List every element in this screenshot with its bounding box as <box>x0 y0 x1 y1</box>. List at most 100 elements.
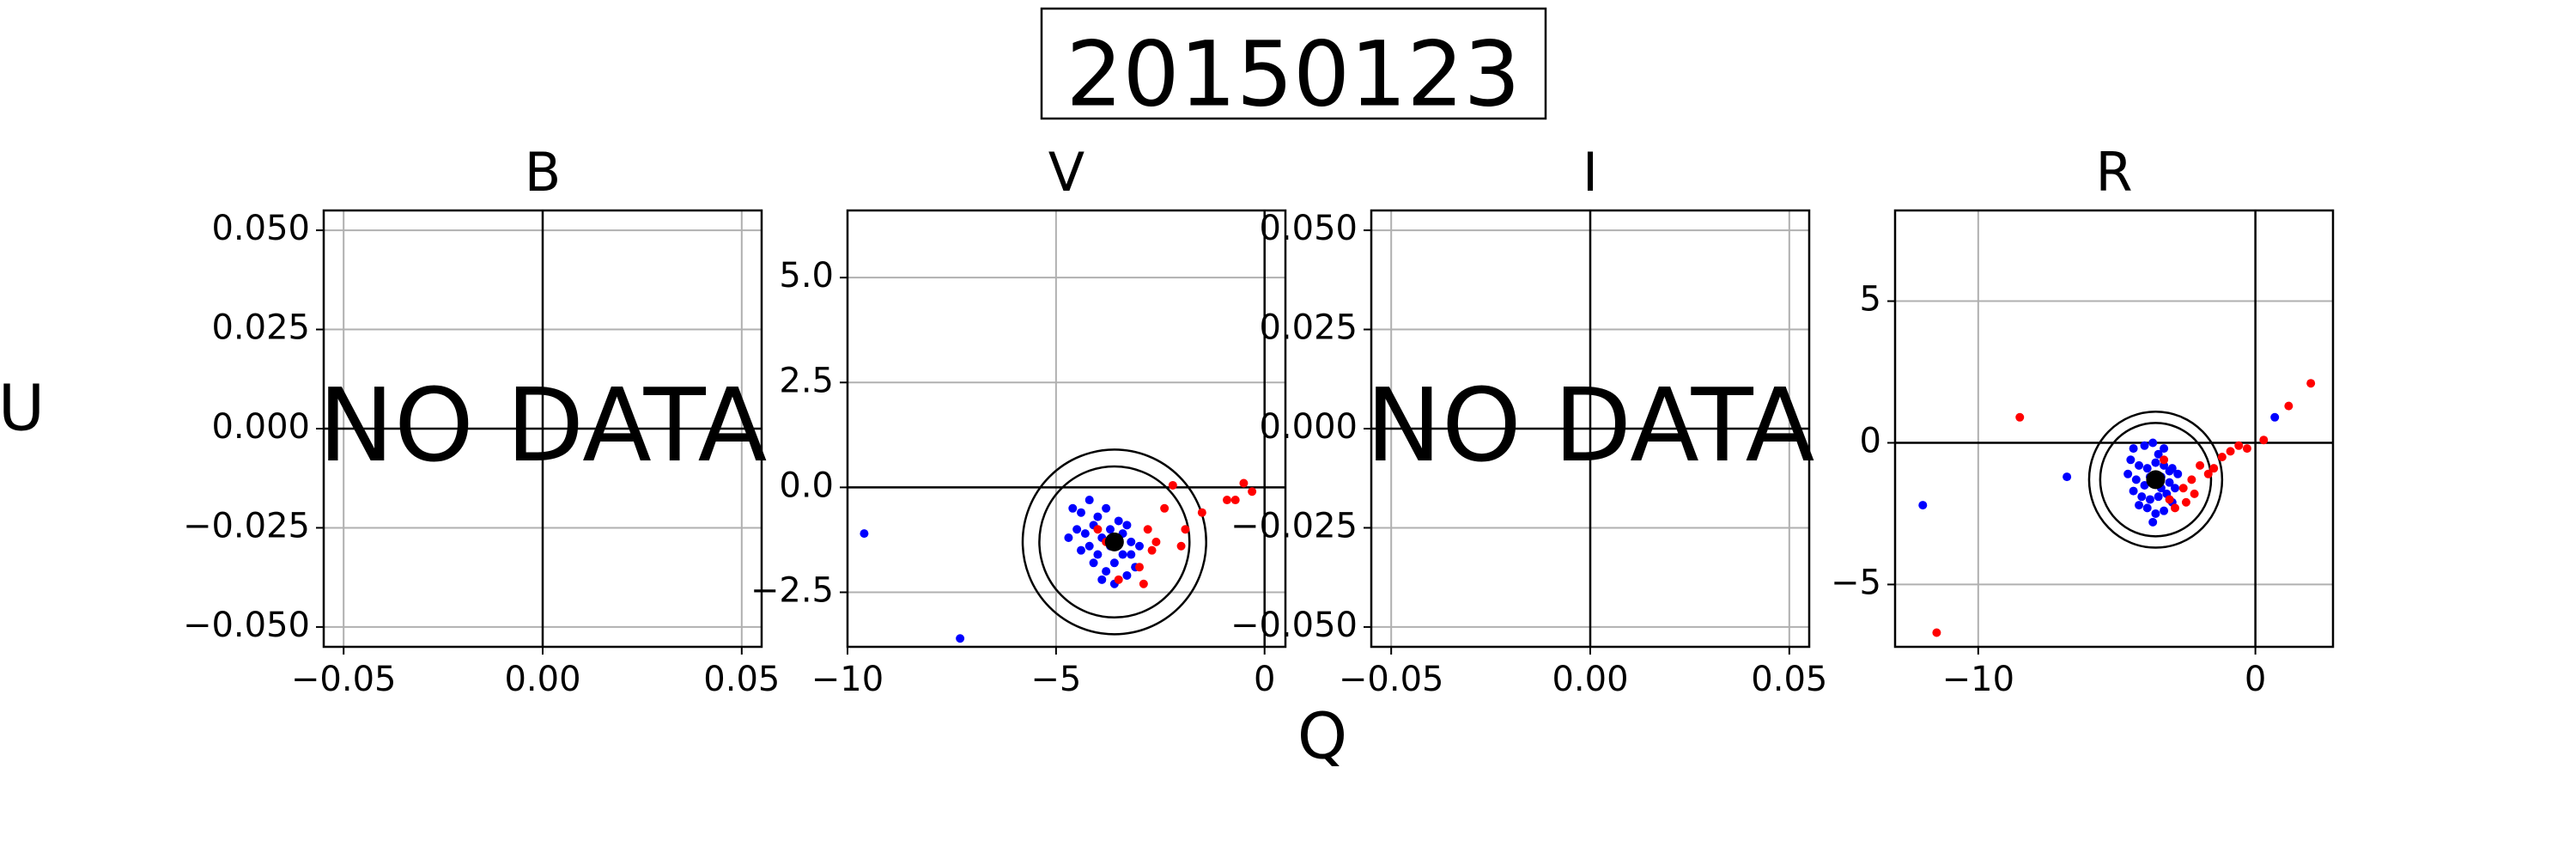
data-point <box>956 634 965 643</box>
data-point <box>2131 475 2141 484</box>
data-point <box>2259 436 2269 445</box>
data-point <box>2203 469 2213 478</box>
data-point <box>1197 508 1206 517</box>
data-point <box>2015 412 2025 422</box>
data-point <box>2140 441 2149 450</box>
data-point <box>2160 455 2169 465</box>
data-point <box>1114 575 1123 584</box>
title-box <box>1040 7 1547 120</box>
data-point <box>1068 503 1078 513</box>
data-point <box>1084 541 1094 551</box>
data-point <box>1072 525 1082 534</box>
data-point <box>2270 412 2280 422</box>
y-tick-label: −5 <box>1831 563 1881 602</box>
confidence-circle <box>2087 410 2224 549</box>
data-point <box>1102 567 1111 576</box>
data-point <box>2234 441 2244 450</box>
data-point <box>1160 503 1170 513</box>
data-point <box>2154 449 2163 459</box>
panel-r: R −10 0 −5 0 5 <box>1831 141 2335 699</box>
data-point <box>2151 458 2160 467</box>
y-tick-label: 0.025 <box>1259 308 1358 348</box>
data-point <box>1122 521 1132 530</box>
data-point <box>1248 487 1257 497</box>
panel-v: V −10 −5 0 −2.5 0.0 2.5 5.0 <box>750 141 1287 699</box>
data-point <box>2196 460 2205 470</box>
y-tick-label: −0.025 <box>183 506 310 545</box>
no-data-label: NO DATA <box>1366 366 1815 484</box>
data-point <box>2160 444 2169 454</box>
data-point <box>2306 379 2316 388</box>
panel-i: I −0.05 0.00 0.05 −0.050 −0.025 0.000 0.025 0.05… <box>1230 141 1827 699</box>
data-point <box>2160 506 2169 515</box>
data-point <box>2063 472 2072 482</box>
data-point <box>2151 509 2160 518</box>
data-point <box>2171 484 2180 493</box>
data-point <box>2148 517 2158 527</box>
y-tick-label: 0.000 <box>1259 407 1358 447</box>
data-point <box>860 529 869 539</box>
x-tick-label: 0.00 <box>1552 660 1628 699</box>
data-point <box>2190 489 2199 498</box>
data-point <box>1239 478 1249 488</box>
data-point <box>2129 486 2138 496</box>
data-point <box>1168 480 1177 490</box>
data-point <box>1093 512 1103 521</box>
data-point <box>1077 508 1085 517</box>
y-tick-label: 0.025 <box>211 308 310 348</box>
y-axis-label: U <box>0 372 45 446</box>
x-tick-label: 0.05 <box>1751 660 1827 699</box>
data-point <box>1143 525 1152 534</box>
x-tick-label: −10 <box>811 660 884 699</box>
panels: B−0.05 0.00 0.05−0.050−0.0250.0000.0250.05… <box>183 141 2335 699</box>
data-point <box>1064 533 1073 542</box>
confidence-circle <box>1021 448 1207 636</box>
data-point <box>2284 401 2293 411</box>
y-tick-label: 0.000 <box>211 407 310 447</box>
data-point <box>2135 460 2144 470</box>
data-point <box>2135 501 2144 510</box>
data-point <box>2178 484 2188 493</box>
x-tick-label: −5 <box>1030 660 1081 699</box>
data-point <box>2165 466 2174 476</box>
data-point <box>1122 570 1132 580</box>
y-tick-label: 5 <box>1860 280 1881 320</box>
figure-title: 20150123 <box>1066 21 1520 126</box>
panel-b: B −0.05 0.00 0.05 −0.050 −0.025 0.000 0.025 0.05… <box>183 141 780 699</box>
y-tick-label: −2.5 <box>750 571 834 611</box>
x-tick-label: −0.05 <box>291 660 397 699</box>
panel-title: I <box>1583 141 1598 204</box>
data-point <box>1181 525 1190 534</box>
x-axis-label: Q <box>1297 700 1347 774</box>
data-point <box>1106 525 1115 534</box>
data-point <box>2123 469 2133 478</box>
y-tick-label: 0.050 <box>211 209 310 248</box>
y-tick-label: 0.050 <box>1259 209 1358 248</box>
y-tick-label: −0.050 <box>183 606 310 645</box>
y-tick-label: 5.0 <box>779 256 834 295</box>
confidence-circle <box>1038 465 1191 619</box>
data-point <box>2165 478 2174 487</box>
data-point <box>1127 537 1136 546</box>
data-point <box>2140 480 2149 490</box>
data-point <box>1093 550 1103 559</box>
mean-point <box>2146 470 2166 490</box>
data-point <box>1135 563 1144 572</box>
data-point <box>2154 492 2163 502</box>
data-point <box>1084 496 1094 505</box>
data-point <box>1127 550 1136 559</box>
mean-point <box>1104 532 1124 551</box>
data-point <box>2126 455 2136 465</box>
data-point <box>1109 558 1119 568</box>
data-point <box>1080 529 1090 539</box>
data-point <box>2173 469 2183 478</box>
data-point <box>1114 516 1123 526</box>
data-point <box>1135 541 1144 551</box>
data-point <box>2142 464 2152 473</box>
data-point <box>1089 558 1098 568</box>
data-point <box>2165 495 2174 504</box>
data-point <box>1093 525 1103 534</box>
data-point <box>1230 496 1240 505</box>
y-tick-label: −0.025 <box>1230 506 1358 545</box>
data-point <box>1176 541 1186 551</box>
